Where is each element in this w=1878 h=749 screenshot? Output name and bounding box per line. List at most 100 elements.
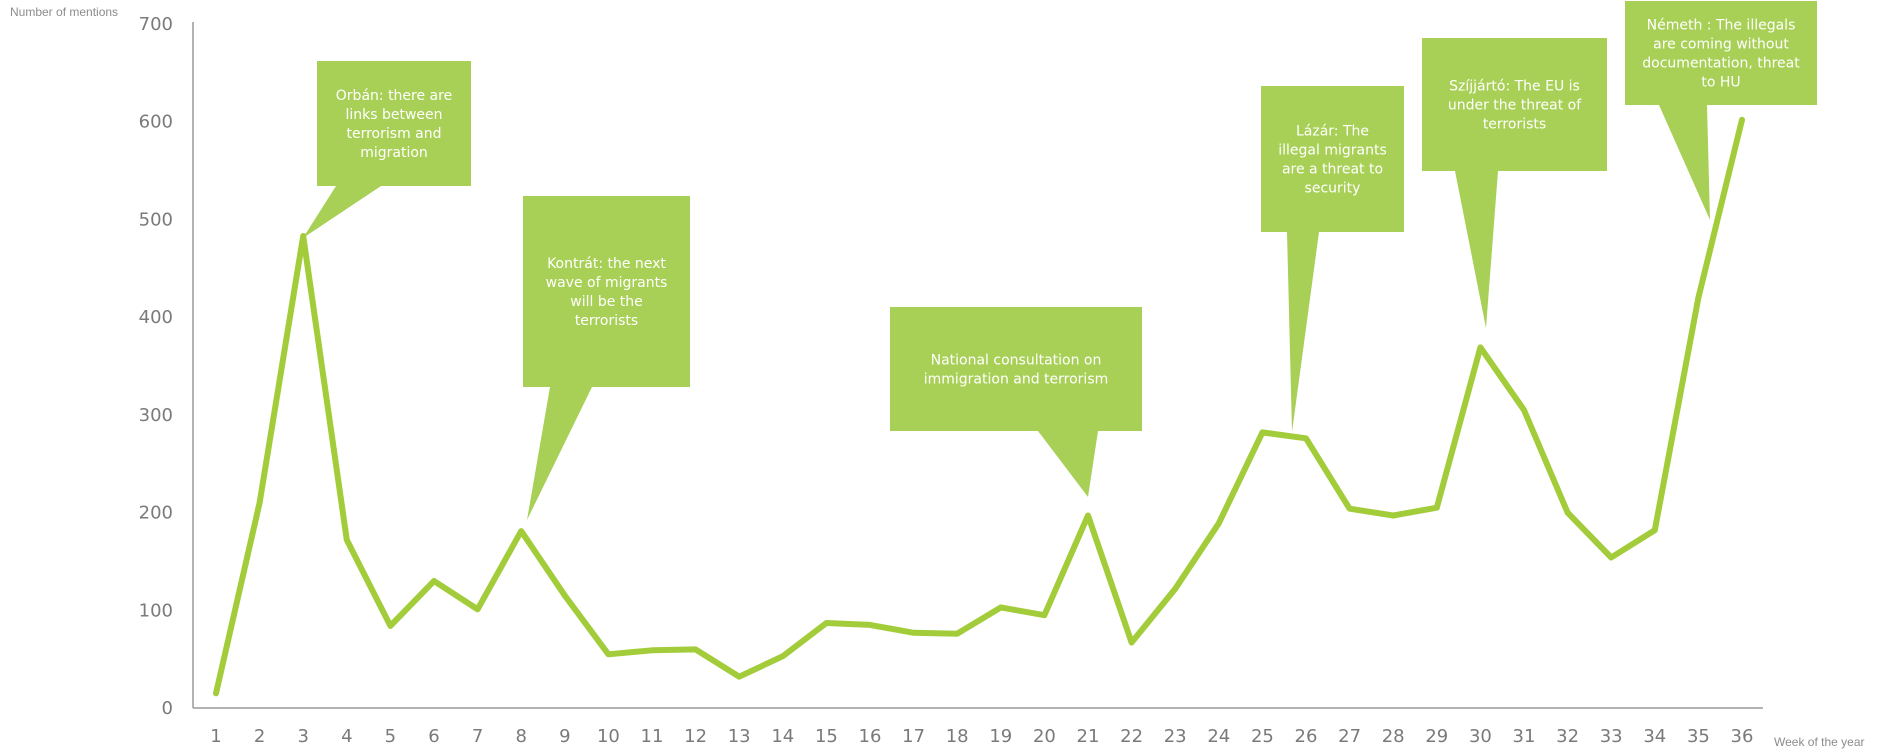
callout-text-line: will be the [570,294,643,310]
data-point [1739,117,1745,123]
data-point [387,623,393,629]
x-tick-label: 23 [1164,726,1187,747]
y-tick-label: 100 [139,600,173,621]
callout-text-line: terrorists [575,313,638,329]
x-tick-label: 6 [428,726,439,747]
x-tick-label: 19 [989,726,1012,747]
callout-text-line: are a threat to [1282,162,1383,178]
series-line [213,116,1745,697]
x-tick-label: 31 [1513,726,1536,747]
x-tick-label: 36 [1731,726,1754,747]
x-tick-label: 12 [684,726,707,747]
y-tick-labels: 0 100 200 300 400 500 600 700 [139,14,173,719]
data-point [1434,505,1440,511]
data-point [867,622,873,628]
callout: Kontrát: the next wave of migrants will be… [523,196,690,520]
x-tick-label: 17 [902,726,925,747]
x-tick-label: 9 [559,726,570,747]
data-point [1216,520,1222,526]
callout-text-line: Kontrát: the next [547,256,666,272]
data-point [344,537,350,543]
x-tick-label: 20 [1033,726,1056,747]
data-point [213,690,219,696]
data-point [562,593,568,599]
y-tick-label: 400 [139,307,173,328]
x-tick-label: 14 [771,726,794,747]
x-axis-title: Week of the year [1774,735,1865,749]
x-tick-label: 18 [946,726,969,747]
callout-text-line: migration [360,145,428,161]
x-tick-label: 27 [1338,726,1361,747]
data-point [1652,527,1658,533]
x-tick-label: 24 [1207,726,1230,747]
y-tick-label: 200 [139,503,173,524]
callout-text-line: terrorists [1483,117,1546,133]
x-tick-label: 1 [210,726,221,747]
x-tick-labels: 1 2 3 4 5 6 7 8 9 10 11 12 13 14 15 16 17 18 19 20 21 22 23 24 2… [210,726,1753,747]
x-tick-label: 25 [1251,726,1274,747]
data-point [1041,612,1047,618]
x-tick-label: 34 [1643,726,1666,747]
data-point [1390,513,1396,519]
callout-text-line: Szíjjártó: The EU is [1449,79,1580,95]
x-tick-label: 33 [1600,726,1623,747]
callout-box [1625,1,1817,105]
callout-box [317,61,471,186]
x-tick-label: 7 [472,726,483,747]
y-tick-label: 300 [139,405,173,426]
x-tick-label: 26 [1295,726,1318,747]
x-tick-label: 3 [297,726,308,747]
series-layer [213,116,1745,697]
callout-pointer [1455,171,1498,328]
data-point [954,631,960,637]
data-point [649,647,655,653]
data-point [1521,407,1527,413]
y-tick-label: 600 [139,112,173,133]
x-tick-label: 30 [1469,726,1492,747]
y-tick-label: 700 [139,14,173,35]
callout-text-line: security [1305,181,1361,197]
data-point [1303,435,1309,441]
callouts: Orbán: there are links between terrorism a… [303,1,1817,520]
y-tick-label: 500 [139,209,173,230]
callout-text-line: wave of migrants [546,275,668,291]
callout-box [890,307,1142,431]
data-point [431,578,437,584]
x-tick-label: 21 [1077,726,1100,747]
callout-text-line: terrorism and [347,126,442,142]
callout-text-line: links between [345,107,442,123]
data-point [257,500,263,506]
callout: Lázár: The illegal migrants are a threat t… [1261,86,1404,432]
callout-text-line: National consultation on [931,353,1102,369]
data-point [1347,506,1353,512]
y-tick-label: 0 [162,698,173,719]
callout-pointer [303,186,381,238]
x-tick-label: 15 [815,726,838,747]
callout: Szíjjártó: The EU is under the threat of t… [1422,38,1607,328]
data-point [1477,344,1483,350]
x-tick-label: 5 [385,726,396,747]
data-point [780,653,786,659]
callout-text-line: illegal migrants [1278,143,1387,159]
callout-text-line: documentation, threat [1642,56,1800,72]
data-point [823,620,829,626]
callout-text-line: are coming without [1653,37,1789,53]
data-point [1695,295,1701,301]
callout-text-line: Németh : The illegals [1647,18,1796,34]
x-tick-label: 4 [341,726,352,747]
data-point [1259,429,1265,435]
x-tick-label: 28 [1382,726,1405,747]
data-point [1608,555,1614,561]
callout-box [1422,38,1607,171]
x-tick-label: 32 [1556,726,1579,747]
y-axis-title: Number of mentions [10,5,118,19]
x-tick-label: 2 [254,726,265,747]
callout-pointer [1038,431,1098,497]
data-point [1565,510,1571,516]
data-point [693,646,699,652]
x-tick-label: 16 [859,726,882,747]
data-point [911,630,917,636]
data-point [1085,513,1091,519]
x-tick-label: 13 [728,726,751,747]
